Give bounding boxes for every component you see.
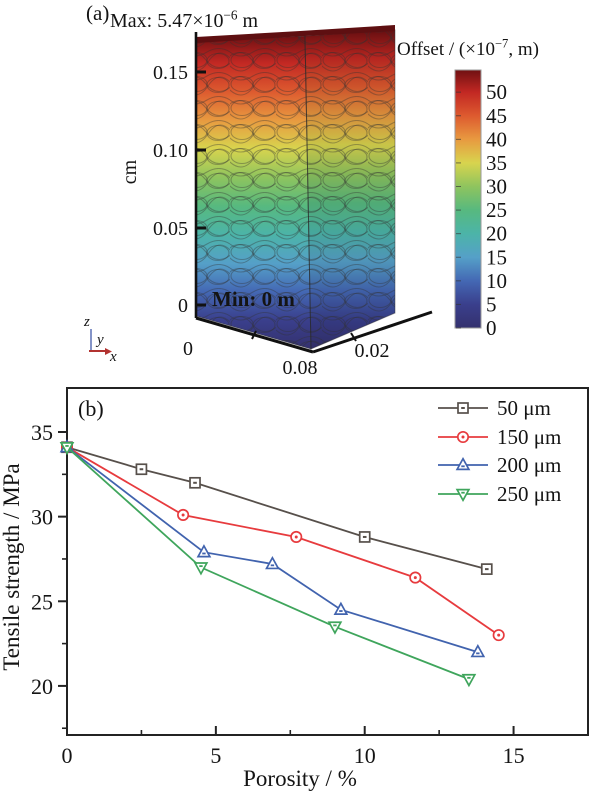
colorbar-tick-label: 20 xyxy=(486,222,507,246)
marker-circle xyxy=(456,430,470,444)
marker-square xyxy=(457,402,469,414)
colorbar-tick-label: 25 xyxy=(486,198,507,222)
marker-triangle-down xyxy=(455,488,471,503)
panel-a-plot: 0.15 0.10 0.05 0 cm 0 0.08 0.02 Min: 0 m… xyxy=(83,25,507,379)
legend-item-150-μm: 150 μm xyxy=(438,425,561,449)
triad-y-label: y xyxy=(95,332,104,348)
tensile-strength-chart: (b) Porosity / % Tensile strength / MPa … xyxy=(0,387,589,791)
panel-a-base-label-002: 0.02 xyxy=(355,340,390,362)
panel-a-base-label-0: 0 xyxy=(183,338,193,360)
marker-triangle-down xyxy=(327,621,343,635)
x-tick-label: 15 xyxy=(503,743,525,768)
colorbar-title: Offset / (×10−7, m) xyxy=(397,36,539,61)
panel-a-ytick-0.10: 0.10 xyxy=(153,140,188,162)
colorbar-tick-label: 30 xyxy=(486,175,507,199)
panel-a-ytick-0.05: 0.05 xyxy=(153,218,188,240)
colorbar-tick-label: 10 xyxy=(486,269,507,293)
marker-triangle-up xyxy=(196,544,212,558)
x-axis-title: Porosity / % xyxy=(243,766,357,791)
legend-label: 150 μm xyxy=(497,425,561,449)
y-tick-label: 35 xyxy=(31,420,53,445)
marker-circle xyxy=(177,508,190,522)
triad-x-label: x xyxy=(109,349,117,365)
legend: 50 μm 150 μm 200 μm 250 μm xyxy=(438,396,561,506)
legend-label: 50 μm xyxy=(497,396,551,420)
fiber-texture-left xyxy=(196,36,311,349)
panel-a-y-axis xyxy=(194,32,206,318)
coordinate-triad: z y x xyxy=(83,314,117,365)
marker-square xyxy=(135,463,148,476)
marker-square xyxy=(480,563,493,575)
panel-a-ytick-0.15: 0.15 xyxy=(153,62,188,84)
marker-triangle-up xyxy=(470,643,486,658)
block-top-face xyxy=(196,25,395,43)
marker-circle xyxy=(409,571,422,584)
colorbar-tick-label: 0 xyxy=(486,316,497,340)
marker-triangle-up xyxy=(455,456,471,471)
colorbar-title-exponent: −7 xyxy=(494,36,509,51)
panel-a-y-axis-unit: cm xyxy=(119,159,141,184)
marker-circle xyxy=(492,629,505,642)
max-annotation-text: Max: 5.47×10 xyxy=(110,10,224,32)
legend-item-200-μm: 200 μm xyxy=(438,453,561,477)
colorbar-tick-label: 15 xyxy=(486,245,507,269)
y-axis-title: Tensile strength / MPa xyxy=(0,463,24,670)
max-annotation-unit: m xyxy=(237,10,259,32)
series-line xyxy=(66,446,488,570)
series-line xyxy=(66,446,500,636)
colorbar-tick-label: 40 xyxy=(486,127,507,151)
marker-triangle-down xyxy=(59,441,75,456)
plot-frame xyxy=(66,387,589,736)
marker-triangle-up xyxy=(333,601,349,615)
panel-a: (a) Max: 5.47×10−6 m Offset / (×10−7, m) xyxy=(0,0,602,380)
series-150-μm xyxy=(60,441,505,642)
colorbar-tick-label: 50 xyxy=(486,80,507,104)
colorbar-tick-label: 35 xyxy=(486,151,507,175)
legend-label: 250 μm xyxy=(497,482,561,506)
y-tick-label: 25 xyxy=(31,589,53,614)
colorbar-tick-label: 45 xyxy=(486,104,507,128)
x-tick-label: 10 xyxy=(354,743,376,768)
series-50-μm xyxy=(61,441,493,575)
y-tick-label: 20 xyxy=(31,674,53,699)
legend-label: 200 μm xyxy=(497,453,561,477)
y-tick-label: 30 xyxy=(31,505,53,530)
series-200-μm xyxy=(59,439,486,658)
series-250-μm xyxy=(59,441,477,688)
series-line xyxy=(66,446,470,680)
panel-b-label: (b) xyxy=(78,396,104,421)
panel-b: (b) Porosity / % Tensile strength / MPa … xyxy=(0,380,602,797)
colorbar-title-unit: , m) xyxy=(508,39,539,60)
panel-a-ytick-0: 0 xyxy=(178,295,188,317)
triad-z-label: z xyxy=(83,314,90,330)
x-tick-label: 0 xyxy=(62,743,73,768)
colorbar-tick-label: 5 xyxy=(486,292,497,316)
panel-a-label: (a) xyxy=(86,1,110,25)
marker-square xyxy=(358,531,371,543)
panel-a-base-axes xyxy=(195,310,433,354)
legend-item-250-μm: 250 μm xyxy=(438,482,561,506)
max-annotation-exponent: −6 xyxy=(223,7,238,23)
colorbar-title-text: Offset / (×10 xyxy=(397,39,495,60)
x-tick-label: 5 xyxy=(210,743,221,768)
marker-square xyxy=(189,476,201,489)
panel-a-base-label-008: 0.08 xyxy=(283,357,318,379)
fiber-texture-right xyxy=(305,30,395,349)
scaffold-block xyxy=(195,25,396,350)
min-annotation: Min: 0 m xyxy=(212,287,295,311)
marker-triangle-down xyxy=(461,673,477,688)
x-axis-arrow-icon xyxy=(105,348,112,355)
max-annotation: Max: 5.47×10−6 m xyxy=(110,7,259,33)
marker-circle xyxy=(290,530,303,544)
marker-triangle-down xyxy=(193,562,209,576)
marker-triangle-up xyxy=(265,555,280,570)
legend-item-50-μm: 50 μm xyxy=(438,396,551,420)
